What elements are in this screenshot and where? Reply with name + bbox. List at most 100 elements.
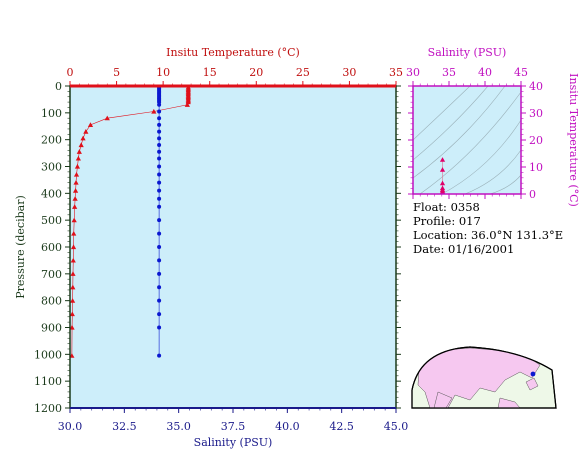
salinity-tick-label: 40.0 [275, 420, 300, 433]
salinity-point [157, 271, 162, 276]
ts-salinity-tick-label: 45 [514, 66, 528, 79]
pressure-tick-label: 100 [41, 107, 62, 120]
profile-number: Profile: 017 [413, 214, 481, 228]
salinity-point [157, 196, 162, 201]
salinity-axis-title: Salinity (PSU) [194, 436, 273, 449]
salinity-point [157, 204, 162, 209]
temperature-tick-label: 5 [113, 66, 120, 79]
temperature-point [104, 115, 110, 121]
temperature-point [73, 171, 80, 177]
pressure-tick-label: 0 [55, 80, 62, 93]
temperature-point [73, 180, 79, 185]
temperature-point [70, 257, 76, 263]
temperature-point [87, 122, 94, 127]
salinity-point [157, 164, 162, 169]
pressure-tick-label: 200 [41, 134, 62, 147]
temperature-point [80, 135, 86, 141]
temperature-point [75, 155, 81, 161]
pressure-tick-label: 700 [41, 268, 62, 281]
ts-temperature-title: Insitu Temperature (°C) [567, 73, 580, 207]
temperature-point [70, 324, 75, 330]
salinity-tick-label: 30.0 [58, 420, 83, 433]
salinity-point [157, 143, 162, 148]
ts-density-contours [413, 86, 521, 194]
pressure-tick-label: 500 [41, 214, 62, 227]
temperature-point [83, 129, 89, 134]
ts-plot-frame [412, 85, 522, 195]
salinity-point [157, 156, 162, 161]
main-axis-ticks: 0 5 10 15 20 25 30 35 30.0 32.5 35.0 37.5 40.0 42.5 45… [34, 66, 408, 433]
salinity-point [157, 285, 162, 290]
salinity-tick-label: 45.0 [384, 420, 409, 433]
temperature-point [78, 142, 84, 148]
float-info-block: Float: 0358 Profile: 017 Location: 36.0°… [413, 200, 563, 256]
salinity-point [157, 218, 162, 223]
temperature-point [76, 149, 82, 154]
temperature-tick-label: 25 [296, 66, 310, 79]
main-series-marks [70, 86, 191, 358]
pressure-tick-label: 300 [41, 161, 62, 174]
temperature-tick-label: 35 [389, 66, 403, 79]
pressure-tick-label: 900 [41, 322, 62, 335]
salinity-point [157, 325, 162, 330]
ts-temperature-tick-label: 0 [529, 188, 536, 201]
temperature-tick-label: 15 [203, 66, 217, 79]
salinity-point [157, 102, 162, 107]
salinity-tick-label: 32.5 [112, 420, 137, 433]
temperature-point [72, 188, 79, 193]
salinity-point [157, 298, 162, 303]
ts-salinity-tick-label: 35 [442, 66, 456, 79]
ts-point [439, 180, 446, 186]
temperature-point [70, 298, 76, 303]
ts-salinity-tick-label: 30 [406, 66, 420, 79]
salinity-point [157, 122, 162, 127]
pressure-tick-label: 1000 [34, 348, 62, 361]
salinity-point [157, 172, 162, 177]
profile-date: Date: 01/16/2001 [413, 242, 514, 256]
ts-point [439, 167, 446, 172]
salinity-tick-label: 42.5 [329, 420, 354, 433]
salinity-point [157, 312, 162, 317]
float-location-marker [530, 371, 536, 377]
salinity-point [157, 258, 162, 263]
pressure-tick-label: 400 [41, 187, 62, 200]
salinity-point [157, 136, 162, 141]
float-id: Float: 0358 [413, 200, 480, 214]
temperature-point [151, 108, 157, 114]
ts-points [439, 157, 446, 194]
temperature-axis-title: Insitu Temperature (°C) [166, 46, 300, 59]
temperature-tick-label: 0 [67, 66, 74, 79]
salinity-point [157, 116, 162, 121]
pressure-tick-label: 600 [41, 241, 62, 254]
ts-salinity-title: Salinity (PSU) [428, 46, 507, 59]
temperature-point [71, 230, 77, 236]
temperature-point [72, 196, 78, 201]
location-map [411, 346, 557, 409]
temperature-point [70, 284, 76, 290]
salinity-point [157, 109, 162, 114]
temperature-point [70, 353, 75, 358]
ts-salinity-tick-label: 40 [478, 66, 492, 79]
salinity-tick-label: 37.5 [221, 420, 246, 433]
ts-temperature-tick-label: 10 [529, 161, 543, 174]
map-border [411, 346, 557, 409]
temperature-point [70, 271, 76, 276]
pressure-axis-title: Pressure (decibar) [14, 195, 27, 298]
salinity-point [157, 353, 162, 358]
ts-temperature-tick-label: 30 [529, 107, 543, 120]
salinity-point [157, 188, 162, 193]
temperature-point [184, 102, 190, 107]
pressure-tick-label: 1200 [34, 402, 62, 415]
salinity-tick-label: 35.0 [166, 420, 191, 433]
salinity-point [157, 149, 162, 154]
pressure-tick-label: 800 [41, 295, 62, 308]
float-location: Location: 36.0°N 131.3°E [413, 228, 563, 242]
temperature-point [71, 217, 77, 223]
temperature-point [74, 163, 81, 169]
main-plot-area [70, 86, 396, 408]
ts-point [439, 157, 446, 162]
temperature-tick-label: 30 [342, 66, 356, 79]
temperature-point [70, 311, 75, 317]
